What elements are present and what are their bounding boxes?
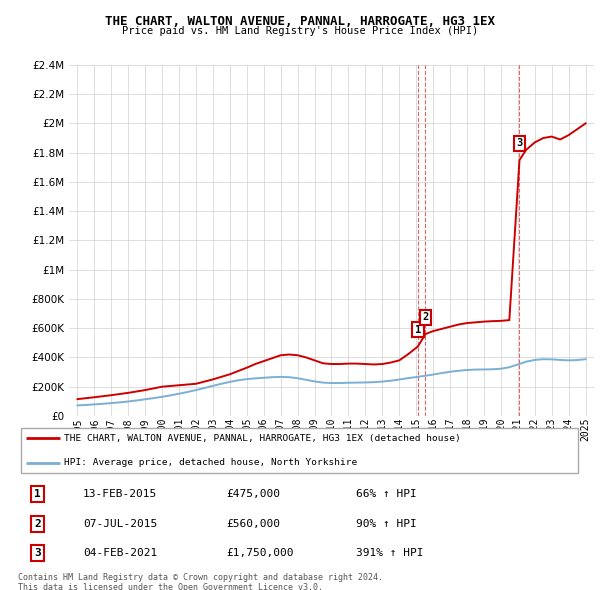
Text: 1: 1 xyxy=(34,489,41,499)
Text: HPI: Average price, detached house, North Yorkshire: HPI: Average price, detached house, Nort… xyxy=(64,458,358,467)
Text: 391% ↑ HPI: 391% ↑ HPI xyxy=(356,548,424,558)
Text: 2: 2 xyxy=(422,312,428,322)
Text: THE CHART, WALTON AVENUE, PANNAL, HARROGATE, HG3 1EX (detached house): THE CHART, WALTON AVENUE, PANNAL, HARROG… xyxy=(64,434,461,442)
Text: 1: 1 xyxy=(415,324,421,335)
Text: 04-FEB-2021: 04-FEB-2021 xyxy=(83,548,157,558)
Text: 2: 2 xyxy=(34,519,41,529)
Text: Contains HM Land Registry data © Crown copyright and database right 2024.: Contains HM Land Registry data © Crown c… xyxy=(18,573,383,582)
Text: £475,000: £475,000 xyxy=(227,489,281,499)
FancyBboxPatch shape xyxy=(21,428,578,473)
Text: £1,750,000: £1,750,000 xyxy=(227,548,294,558)
Text: 13-FEB-2015: 13-FEB-2015 xyxy=(83,489,157,499)
Text: 07-JUL-2015: 07-JUL-2015 xyxy=(83,519,157,529)
Text: 3: 3 xyxy=(34,548,41,558)
Text: 66% ↑ HPI: 66% ↑ HPI xyxy=(356,489,417,499)
Text: THE CHART, WALTON AVENUE, PANNAL, HARROGATE, HG3 1EX: THE CHART, WALTON AVENUE, PANNAL, HARROG… xyxy=(105,15,495,28)
Text: 90% ↑ HPI: 90% ↑ HPI xyxy=(356,519,417,529)
Text: Price paid vs. HM Land Registry's House Price Index (HPI): Price paid vs. HM Land Registry's House … xyxy=(122,26,478,36)
Text: £560,000: £560,000 xyxy=(227,519,281,529)
Text: 3: 3 xyxy=(517,138,523,148)
Text: This data is licensed under the Open Government Licence v3.0.: This data is licensed under the Open Gov… xyxy=(18,583,323,590)
